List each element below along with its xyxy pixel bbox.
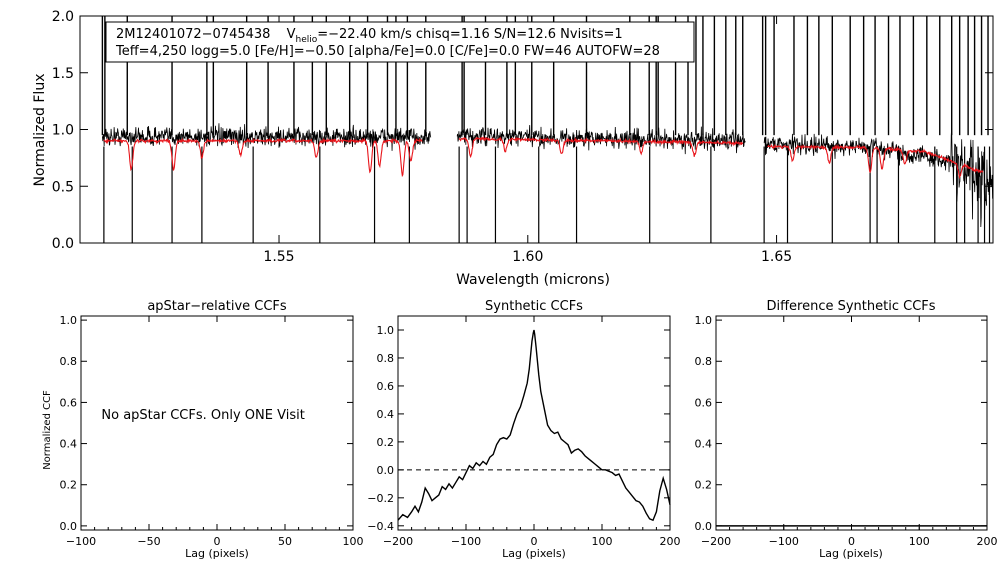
difference-ccf-frame (715, 315, 988, 531)
synthetic-ccf-line (397, 329, 671, 522)
spectrum-ylabel: Normalized Flux (32, 74, 48, 187)
x-tick-label: 0 (531, 535, 538, 548)
x-tick-label: 200 (977, 535, 998, 548)
x-tick-label: 1.55 (263, 249, 294, 265)
x-tick-label: 100 (343, 535, 364, 548)
no-ccf-message: No apStar CCFs. Only ONE Visit (101, 408, 304, 423)
y-tick-label: 0.8 (377, 352, 395, 365)
vhelio-values: =−22.40 km/s chisq=1.16 S/N=12.6 Nvisits… (317, 27, 622, 42)
vhelio-symbol: V (287, 27, 296, 42)
x-tick-label: −200 (383, 535, 413, 548)
x-tick-label: 1.60 (512, 249, 543, 265)
x-tick-label: 200 (660, 535, 681, 548)
y-tick-label: 0.4 (695, 438, 713, 451)
y-tick-label: −0.4 (367, 520, 394, 533)
synthetic-ccf-ticks: −200 −100 0 100 200 −0.4 −0.2 0.0 0.2 0.4 0.6 0.8 1.… (367, 316, 681, 548)
x-tick-label: 100 (909, 535, 930, 548)
synthetic-ccf-xlabel: Lag (pixels) (502, 547, 566, 560)
difference-ccf-panel: Difference Synthetic CCFs −200 −100 0 100 20… (695, 299, 998, 560)
x-tick-label: 0 (848, 535, 855, 548)
y-tick-label: 0.0 (52, 236, 74, 252)
apstar-ccf-panel: apStar−relative CCFs −100 −50 0 50 100 0.0 0.2… (42, 299, 364, 560)
y-tick-label: 1.0 (52, 123, 74, 139)
y-tick-label: 2.0 (52, 9, 74, 25)
apstar-ccf-xlabel: Lag (pixels) (185, 547, 249, 560)
y-tick-label: 0.2 (695, 479, 713, 492)
info-line-2: Teff=4,250 logg=5.0 [Fe/H]=−0.50 [alpha/… (115, 44, 660, 59)
x-tick-label: −50 (137, 535, 160, 548)
x-tick-label: −100 (769, 535, 799, 548)
synthetic-ccf-title: Synthetic CCFs (485, 299, 583, 314)
y-tick-label: 0.2 (377, 436, 395, 449)
y-tick-label: 0.8 (60, 355, 78, 368)
apstar-ccf-frame (80, 315, 354, 531)
y-tick-label: 1.5 (52, 66, 74, 82)
observed-spectrum-chip (101, 123, 432, 151)
y-tick-label: 1.0 (60, 314, 78, 327)
spectrum-xlabel: Wavelength (microns) (456, 272, 610, 288)
x-tick-label: 50 (278, 535, 292, 548)
y-tick-label: 0.4 (60, 438, 78, 451)
y-tick-label: −0.2 (367, 492, 394, 505)
star-id: 2M12401072−0745438 (116, 27, 270, 42)
vhelio-subscript: helio (296, 35, 318, 45)
synthetic-ccf-frame (397, 315, 671, 531)
x-tick-label: 1.65 (761, 249, 792, 265)
difference-ccf-xlabel: Lag (pixels) (819, 547, 883, 560)
observed-spectrum-chip (763, 127, 993, 228)
model-spectrum-chip (103, 137, 423, 178)
y-tick-label: 0.0 (60, 520, 78, 533)
info-line-1: 2M12401072−0745438 Vhelio=−22.40 km/s ch… (116, 27, 623, 45)
x-tick-label: −100 (66, 535, 96, 548)
spectrum-panel: 1.55 1.60 1.65 0.0 0.5 1.0 1.5 2.0 2M12401072−0… (32, 9, 994, 288)
apstar-ccf-title: apStar−relative CCFs (147, 299, 287, 314)
x-tick-label: −200 (701, 535, 731, 548)
y-tick-label: 0.6 (695, 396, 713, 409)
observed-spectrum-chip (456, 125, 746, 155)
x-tick-label: −100 (451, 535, 481, 548)
y-tick-label: 1.0 (377, 324, 395, 337)
y-tick-label: 1.0 (695, 314, 713, 327)
apstar-ccf-ylabel: Normalized CCF (42, 390, 53, 470)
model-spectrum-chip (458, 136, 744, 159)
y-tick-label: 0.6 (60, 396, 78, 409)
x-tick-label: 100 (592, 535, 613, 548)
spectrum-info-box: 2M12401072−0745438 Vhelio=−22.40 km/s ch… (105, 21, 695, 63)
y-tick-label: 0.5 (52, 179, 74, 195)
y-tick-label: 0.8 (695, 355, 713, 368)
y-tick-label: 0.4 (377, 408, 395, 421)
model-spectrum-chip (767, 143, 984, 180)
apstar-ccf-ticks: −100 −50 0 50 100 0.0 0.2 0.4 0.6 0.8 1.0 (60, 314, 364, 548)
synthetic-ccf-panel: Synthetic CCFs −200 −100 0 100 200 −0.4 −0.2 0.… (367, 299, 680, 560)
difference-ccf-ticks: −200 −100 0 100 200 0.0 0.2 0.4 0.6 0.8 1.0 (695, 314, 998, 548)
y-tick-label: 0.0 (695, 520, 713, 533)
x-tick-label: 0 (214, 535, 221, 548)
difference-ccf-title: Difference Synthetic CCFs (766, 299, 935, 314)
synthetic-ccf-plot-area (397, 329, 671, 522)
info-box-frame (105, 21, 695, 63)
y-tick-label: 0.6 (377, 380, 395, 393)
y-tick-label: 0.2 (60, 479, 78, 492)
y-tick-label: 0.0 (377, 464, 395, 477)
spectrum-ticks: 1.55 1.60 1.65 0.0 0.5 1.0 1.5 2.0 (52, 9, 993, 265)
